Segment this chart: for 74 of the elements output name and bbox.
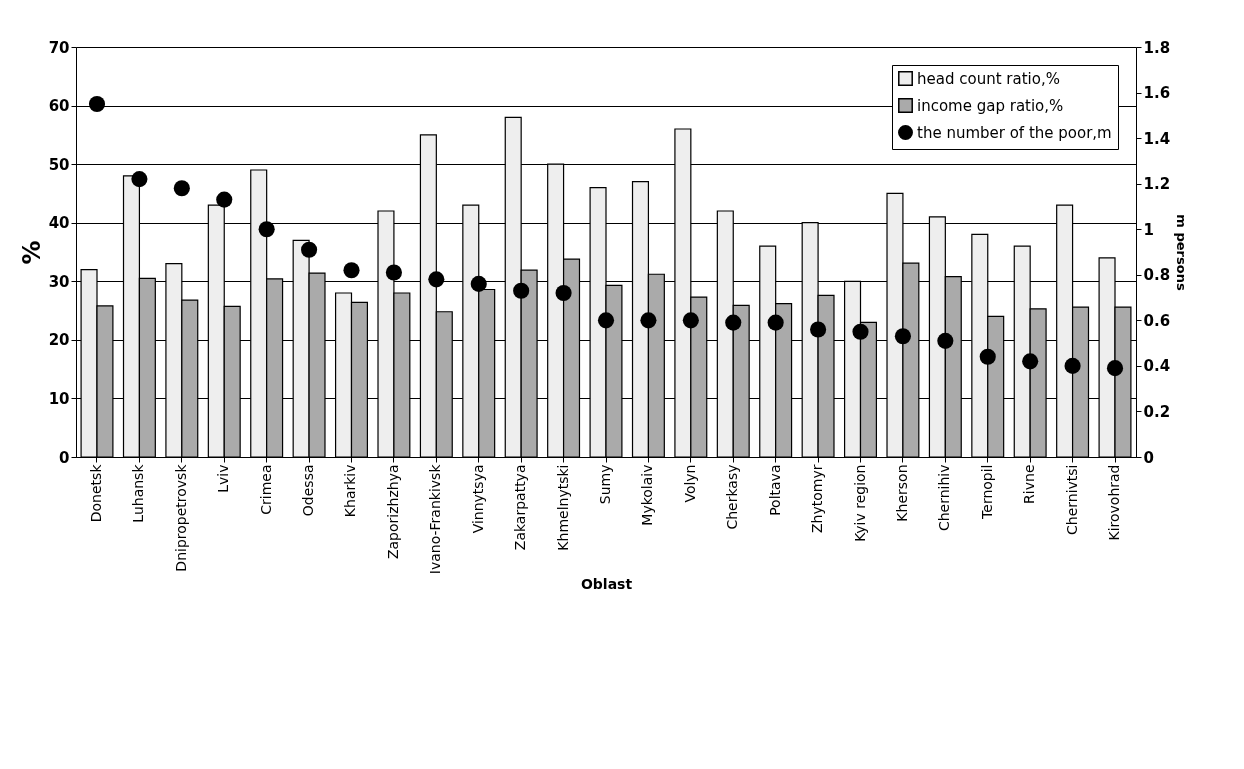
y-tick-label: 40 [48,214,70,233]
x-tick-label: Ternopil [978,464,995,520]
y-tick-label: 30 [48,272,70,291]
x-tick-label: Poltava [766,464,783,516]
y2-tick-label: 1.2 [1143,175,1171,194]
point [216,191,233,208]
point [258,221,275,238]
x-tick-label: Rivne [1021,464,1038,504]
x-tick-label: Zakarpattya [512,464,529,551]
point [428,271,445,288]
x-tick-label: Chernihiv [936,464,953,532]
x-tick-label: Kharkiv [342,464,359,518]
x-tick-label: Crimea [257,464,274,515]
y2-tick-label: 0.2 [1143,402,1171,421]
y-tick-label: 50 [48,155,70,174]
legend-label: head count ratio,% [917,69,1060,88]
y2-tick-label: 0.6 [1143,311,1171,330]
x-tick-label: Mykolaiv [639,464,656,526]
point [979,348,996,365]
y-tick-label: 0 [59,448,70,467]
y2-tick-label: 1 [1143,220,1154,239]
point [640,312,657,329]
x-tick-label: Donetsk [88,463,104,523]
point [1064,357,1081,374]
point [894,328,911,345]
point [937,332,954,349]
x-tick-label: Dnipropetrovsk [172,463,189,572]
y2-tick-label: 0 [1143,448,1154,467]
x-tick-label: Luhansk [130,463,147,523]
point [1106,360,1124,377]
point [343,262,360,279]
x-tick-label: Odessa [300,464,317,517]
x-tick-label: Volyn [681,464,698,503]
x-axis-title: Oblast [580,576,633,593]
y-tick-label: 10 [48,389,70,408]
point [513,282,530,299]
x-tick-label: Ivano-Frankivsk [427,463,444,575]
point [767,314,784,331]
point [725,314,742,331]
point [131,171,148,188]
point [88,95,106,112]
y2-tick-label: 1.8 [1143,38,1171,57]
y2-tick-label: 1.6 [1143,84,1171,103]
y2-tick-label: 0.8 [1143,266,1171,285]
y-tick-label: 20 [48,331,70,350]
y-tick-label: 70 [48,38,70,57]
point [470,275,487,292]
point [301,241,318,258]
legend-label: the number of the poor,m [917,123,1112,142]
point [682,312,699,329]
point [597,312,615,329]
y-axis-title: % [17,240,46,265]
x-tick-label: Kirovohrad [1106,464,1122,541]
x-tick-label: Zaporizhzhya [384,464,401,560]
legend-label: income gap ratio,% [917,96,1064,115]
point [385,264,402,281]
point [852,323,869,340]
x-tick-label: Lviv [215,464,232,493]
y2-axis-title: m persons [1174,214,1190,291]
point [1022,353,1039,370]
x-tick-label: Chernivtsi [1063,464,1080,535]
x-tick-label: Khmelnytski [554,464,571,551]
x-tick-label: Zhytomyr [809,464,826,533]
y2-tick-label: 1.4 [1143,129,1171,148]
point [555,284,572,302]
y-tick-label: 60 [48,97,70,116]
y2-tick-label: 0.4 [1143,357,1171,376]
x-tick-label: Cherkasy [724,464,741,530]
point [810,321,827,338]
x-tick-label: Kherson [893,464,910,522]
x-tick-label: Kyiv region [851,464,868,542]
x-tick-label: Vinnytsya [469,464,486,534]
point [173,180,190,197]
x-tick-label: Sumy [597,464,613,505]
